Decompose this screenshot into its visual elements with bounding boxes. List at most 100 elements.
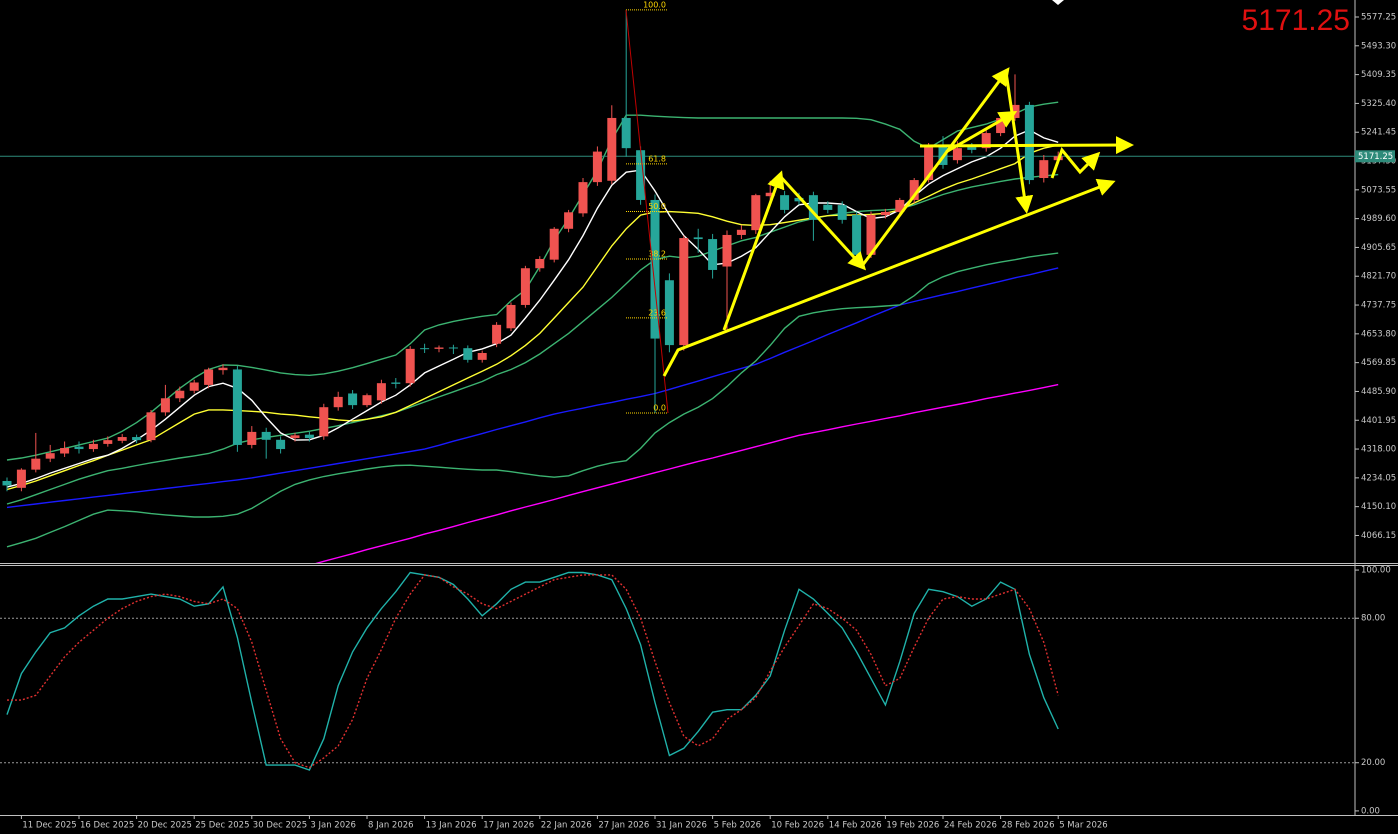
y-tick-label: 5577.25 <box>1361 13 1396 23</box>
candle-body <box>492 324 502 344</box>
stochastic-pane <box>0 571 1355 771</box>
candle-body <box>348 393 358 406</box>
candle-body <box>952 148 962 161</box>
candle-body <box>247 431 257 445</box>
y-tick-label: 100.00 <box>1361 566 1391 576</box>
candle-body <box>607 117 617 181</box>
x-tick-label: 11 Dec 2025 <box>22 821 76 831</box>
x-tick-label: 27 Jan 2026 <box>598 821 649 831</box>
candle-body <box>650 199 660 339</box>
x-tick-label: 17 Jan 2026 <box>483 821 534 831</box>
candle-body <box>564 212 574 229</box>
indicator-line <box>6 252 1059 548</box>
y-tick-label: 4569.85 <box>1361 358 1396 368</box>
fibonacci-label: 50.0 <box>648 202 666 211</box>
candle-body <box>391 382 401 384</box>
fibonacci-label: 38.2 <box>648 250 666 259</box>
indicator-line <box>315 383 1059 563</box>
y-tick-label: 4318.00 <box>1361 445 1396 455</box>
y-tick-label: 5325.40 <box>1361 99 1396 109</box>
y-tick-label: 80.00 <box>1361 614 1385 624</box>
candle-body <box>722 234 732 267</box>
candle-body <box>146 412 156 441</box>
candle-body <box>477 352 487 360</box>
x-tick-label: 20 Dec 2025 <box>138 821 192 831</box>
candle-body <box>693 237 703 240</box>
y-tick-label: 4234.05 <box>1361 473 1396 483</box>
axes: 5577.255493.305409.355325.405241.455157.… <box>20 13 1396 831</box>
drawings <box>625 9 1134 414</box>
y-tick-label: 4905.65 <box>1361 243 1396 253</box>
y-tick-label: 4821.70 <box>1361 272 1396 282</box>
candle-body <box>463 348 473 360</box>
wave-arrow <box>860 67 1010 267</box>
candle-body <box>765 192 775 197</box>
candle-body <box>218 367 228 371</box>
candle-body <box>621 117 631 149</box>
current-price: 5171.25 <box>1242 4 1350 37</box>
candle-body <box>578 182 588 214</box>
x-tick-label: 28 Feb 2026 <box>1002 821 1055 831</box>
y-tick-label: 4066.15 <box>1361 531 1396 541</box>
candle-body <box>103 440 113 444</box>
x-tick-label: 16 Dec 2025 <box>80 821 134 831</box>
candle-body <box>204 369 214 385</box>
candle-body <box>823 204 833 210</box>
candle-body <box>909 180 919 200</box>
candle-body <box>794 197 804 202</box>
candle-body <box>506 304 516 329</box>
candle-body <box>664 280 674 346</box>
fibonacci-label: 0.0 <box>653 404 666 413</box>
wave-arrow <box>1050 146 1101 179</box>
oscillator-line <box>6 571 1059 771</box>
last-price-box <box>1355 150 1395 163</box>
candle-body <box>751 195 761 231</box>
oscillator-line <box>7 574 1059 769</box>
wave-arrow <box>945 111 1018 154</box>
candle-body <box>362 395 372 406</box>
x-tick-label: 5 Mar 2026 <box>1059 821 1107 831</box>
x-tick-label: 13 Jan 2026 <box>426 821 477 831</box>
y-tick-label: 5073.55 <box>1361 185 1396 195</box>
candle-body <box>304 434 314 439</box>
candle-body <box>592 151 602 183</box>
candle-body <box>679 238 689 346</box>
x-tick-label: 25 Dec 2025 <box>195 821 249 831</box>
wave-arrow <box>1004 71 1034 214</box>
x-tick-label: 3 Jan 2026 <box>310 821 356 831</box>
x-tick-label: 14 Feb 2026 <box>829 821 882 831</box>
candle-body <box>895 199 905 212</box>
candle-body <box>880 211 890 216</box>
candle-body <box>117 437 127 441</box>
candle-body <box>2 480 12 486</box>
period-marker <box>1052 0 1064 5</box>
y-tick-label: 4485.90 <box>1361 387 1396 397</box>
fibonacci-label: 61.8 <box>648 154 666 163</box>
candle-body <box>319 407 329 437</box>
x-tick-label: 5 Feb 2026 <box>714 821 762 831</box>
candle-body <box>45 453 55 459</box>
candle-body <box>420 348 430 350</box>
candle-body <box>376 383 386 401</box>
indicator-line <box>6 173 1059 505</box>
x-tick-label: 31 Jan 2026 <box>656 821 707 831</box>
x-tick-label: 8 Jan 2026 <box>368 821 414 831</box>
candle-body <box>780 195 790 210</box>
candle-body <box>808 195 818 220</box>
y-tick-label: 4150.10 <box>1361 502 1396 512</box>
candle-body <box>175 390 185 399</box>
y-tick-label: 5241.45 <box>1361 128 1396 138</box>
y-tick-label: 4401.95 <box>1361 416 1396 426</box>
candle-body <box>924 145 934 181</box>
y-tick-label: 5493.30 <box>1361 41 1396 51</box>
price-pane: 100.061.850.038.223.60.0 <box>0 0 1355 563</box>
candle-body <box>1024 104 1034 181</box>
candle-body <box>448 347 458 349</box>
y-tick-label: 20.00 <box>1361 758 1385 768</box>
candle-body <box>290 435 300 439</box>
candle-body <box>549 228 559 260</box>
candle-body <box>708 239 718 270</box>
candle-body <box>852 215 862 255</box>
